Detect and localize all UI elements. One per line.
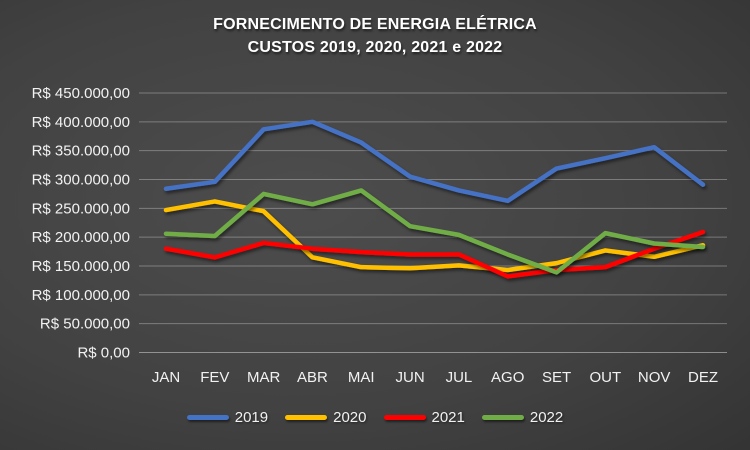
- chart-title: FORNECIMENTO DE ENERGIA ELÉTRICA CUSTOS …: [0, 13, 750, 59]
- x-tick-label-ago: AGO: [491, 369, 524, 386]
- chart-title-line1: FORNECIMENTO DE ENERGIA ELÉTRICA: [213, 16, 537, 33]
- y-tick-label: R$ 400.000,00: [32, 114, 130, 131]
- x-tick-label-nov: NOV: [638, 369, 671, 386]
- legend-item-2021: 2021: [383, 409, 465, 426]
- y-tick-label: R$ 50.000,00: [40, 316, 130, 333]
- legend-item-2020: 2020: [285, 409, 367, 426]
- legend-swatch-2022: [481, 415, 524, 420]
- legend-label-2022: 2022: [529, 409, 564, 426]
- x-tick-label-jun: JUN: [396, 369, 425, 386]
- legend-item-2022: 2022: [481, 409, 564, 426]
- x-axis-labels: JAN FEV MAR ABR MAI JUN JUL AGO SET OUT NOV DEZ: [152, 369, 718, 386]
- legend-label-2021: 2021: [431, 409, 465, 426]
- legend-item-2019: 2019: [186, 409, 269, 426]
- y-tick-label: R$ 200.000,00: [32, 229, 130, 246]
- y-tick-label: R$ 450.000,00: [32, 85, 130, 102]
- series-line-2022: [163, 188, 706, 275]
- y-tick-label: R$ 100.000,00: [32, 287, 130, 304]
- x-tick-label-out: OUT: [590, 369, 622, 386]
- series-line-2021: [163, 229, 706, 279]
- y-tick-label: R$ 250.000,00: [32, 200, 130, 217]
- legend-swatch-2019: [186, 415, 229, 420]
- y-tick-label: R$ 300.000,00: [32, 172, 130, 189]
- legend-swatch-2020: [285, 415, 328, 420]
- x-tick-label-mar: MAR: [247, 369, 281, 386]
- y-axis-labels: R$ 450.000,00 R$ 400.000,00 R$ 350.000,00 R…: [32, 85, 130, 362]
- legend-label-2019: 2019: [234, 409, 269, 426]
- y-tick-label: R$ 350.000,00: [32, 143, 130, 160]
- x-tick-label-jul: JUL: [446, 369, 473, 386]
- legend-label-2020: 2020: [333, 409, 367, 426]
- series-line-2019: [163, 119, 706, 204]
- series-line-2020: [163, 199, 706, 273]
- x-tick-label-dez: DEZ: [688, 369, 718, 386]
- chart-title-line2: CUSTOS 2019, 2020, 2021 e 2022: [247, 39, 503, 56]
- x-tick-label-jan: JAN: [152, 369, 180, 386]
- y-tick-label: R$ 150.000,00: [32, 258, 130, 275]
- x-tick-label-fev: FEV: [200, 369, 229, 386]
- x-tick-label-abr: ABR: [297, 369, 328, 386]
- legend: 2019 2020 2021 2022: [0, 409, 750, 426]
- x-tick-label-set: SET: [542, 369, 571, 386]
- legend-swatch-2021: [383, 415, 426, 420]
- x-tick-label-mai: MAI: [348, 369, 375, 386]
- y-tick-label: R$ 0,00: [77, 345, 130, 362]
- series-lines: [163, 119, 706, 279]
